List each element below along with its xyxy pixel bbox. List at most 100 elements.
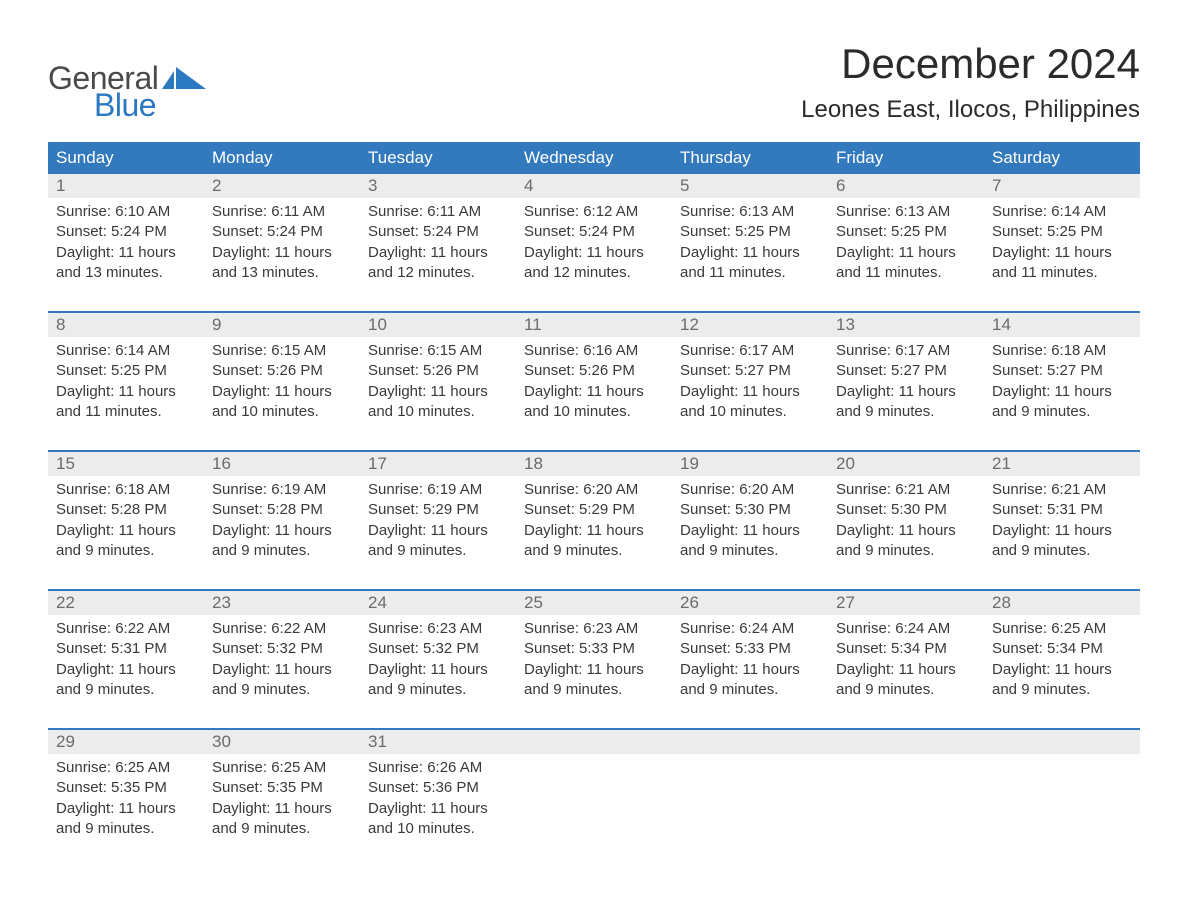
day-number: 13 (828, 313, 984, 337)
daylight-text-2: and 9 minutes. (992, 541, 1132, 561)
sunset-text: Sunset: 5:29 PM (368, 500, 508, 520)
sunset-text: Sunset: 5:34 PM (992, 639, 1132, 659)
day-number: 31 (360, 730, 516, 754)
day-number: 27 (828, 591, 984, 615)
day-cell: Sunrise: 6:21 AMSunset: 5:30 PMDaylight:… (828, 476, 984, 589)
day-cell: Sunrise: 6:13 AMSunset: 5:25 PMDaylight:… (672, 198, 828, 311)
day-cell: Sunrise: 6:24 AMSunset: 5:34 PMDaylight:… (828, 615, 984, 728)
day-number: 9 (204, 313, 360, 337)
sunset-text: Sunset: 5:25 PM (992, 222, 1132, 242)
daylight-text-1: Daylight: 11 hours (992, 382, 1132, 402)
weekday-label: Wednesday (516, 142, 672, 174)
daylight-text-2: and 9 minutes. (992, 680, 1132, 700)
sunrise-text: Sunrise: 6:14 AM (56, 341, 196, 361)
day-number: 24 (360, 591, 516, 615)
day-number: 18 (516, 452, 672, 476)
day-number (516, 730, 672, 754)
day-number (984, 730, 1140, 754)
day-number: 14 (984, 313, 1140, 337)
sunrise-text: Sunrise: 6:24 AM (836, 619, 976, 639)
day-number: 5 (672, 174, 828, 198)
daylight-text-1: Daylight: 11 hours (680, 660, 820, 680)
day-number: 23 (204, 591, 360, 615)
daylight-text-2: and 11 minutes. (680, 263, 820, 283)
sunset-text: Sunset: 5:27 PM (680, 361, 820, 381)
day-cell (516, 754, 672, 867)
day-cell: Sunrise: 6:23 AMSunset: 5:32 PMDaylight:… (360, 615, 516, 728)
sunrise-text: Sunrise: 6:11 AM (212, 202, 352, 222)
daylight-text-1: Daylight: 11 hours (836, 382, 976, 402)
weeks-container: 1234567Sunrise: 6:10 AMSunset: 5:24 PMDa… (48, 174, 1140, 867)
sunrise-text: Sunrise: 6:24 AM (680, 619, 820, 639)
daylight-text-1: Daylight: 11 hours (680, 243, 820, 263)
day-content-row: Sunrise: 6:25 AMSunset: 5:35 PMDaylight:… (48, 754, 1140, 867)
daylight-text-1: Daylight: 11 hours (368, 799, 508, 819)
day-number: 17 (360, 452, 516, 476)
daylight-text-2: and 9 minutes. (368, 680, 508, 700)
daylight-text-2: and 9 minutes. (368, 541, 508, 561)
day-cell (984, 754, 1140, 867)
day-number: 22 (48, 591, 204, 615)
sunrise-text: Sunrise: 6:17 AM (680, 341, 820, 361)
day-number: 12 (672, 313, 828, 337)
weekday-label: Saturday (984, 142, 1140, 174)
daylight-text-1: Daylight: 11 hours (212, 243, 352, 263)
sunrise-text: Sunrise: 6:20 AM (524, 480, 664, 500)
daylight-text-1: Daylight: 11 hours (524, 660, 664, 680)
day-number: 20 (828, 452, 984, 476)
day-cell: Sunrise: 6:19 AMSunset: 5:29 PMDaylight:… (360, 476, 516, 589)
sunset-text: Sunset: 5:25 PM (56, 361, 196, 381)
sunset-text: Sunset: 5:31 PM (56, 639, 196, 659)
sunset-text: Sunset: 5:33 PM (680, 639, 820, 659)
day-cell: Sunrise: 6:18 AMSunset: 5:27 PMDaylight:… (984, 337, 1140, 450)
sunset-text: Sunset: 5:24 PM (212, 222, 352, 242)
daylight-text-1: Daylight: 11 hours (56, 660, 196, 680)
sunrise-text: Sunrise: 6:13 AM (836, 202, 976, 222)
calendar-week: 293031Sunrise: 6:25 AMSunset: 5:35 PMDay… (48, 728, 1140, 867)
day-cell: Sunrise: 6:19 AMSunset: 5:28 PMDaylight:… (204, 476, 360, 589)
daylight-text-2: and 10 minutes. (680, 402, 820, 422)
day-cell: Sunrise: 6:18 AMSunset: 5:28 PMDaylight:… (48, 476, 204, 589)
day-cell: Sunrise: 6:24 AMSunset: 5:33 PMDaylight:… (672, 615, 828, 728)
day-number: 8 (48, 313, 204, 337)
day-cell: Sunrise: 6:17 AMSunset: 5:27 PMDaylight:… (828, 337, 984, 450)
daylight-text-2: and 9 minutes. (212, 541, 352, 561)
daylight-text-1: Daylight: 11 hours (992, 243, 1132, 263)
daylight-text-1: Daylight: 11 hours (524, 521, 664, 541)
day-cell: Sunrise: 6:22 AMSunset: 5:31 PMDaylight:… (48, 615, 204, 728)
day-number: 28 (984, 591, 1140, 615)
sunset-text: Sunset: 5:30 PM (680, 500, 820, 520)
daylight-text-1: Daylight: 11 hours (56, 521, 196, 541)
sunrise-text: Sunrise: 6:15 AM (368, 341, 508, 361)
calendar-grid: Sunday Monday Tuesday Wednesday Thursday… (48, 142, 1140, 867)
sunset-text: Sunset: 5:26 PM (368, 361, 508, 381)
sunrise-text: Sunrise: 6:18 AM (992, 341, 1132, 361)
sunrise-text: Sunrise: 6:25 AM (56, 758, 196, 778)
sunset-text: Sunset: 5:33 PM (524, 639, 664, 659)
sunrise-text: Sunrise: 6:21 AM (836, 480, 976, 500)
sunset-text: Sunset: 5:24 PM (56, 222, 196, 242)
sunset-text: Sunset: 5:24 PM (524, 222, 664, 242)
daylight-text-2: and 9 minutes. (56, 680, 196, 700)
day-number: 6 (828, 174, 984, 198)
day-number: 30 (204, 730, 360, 754)
sunrise-text: Sunrise: 6:15 AM (212, 341, 352, 361)
day-cell: Sunrise: 6:15 AMSunset: 5:26 PMDaylight:… (360, 337, 516, 450)
day-cell: Sunrise: 6:11 AMSunset: 5:24 PMDaylight:… (360, 198, 516, 311)
day-number: 7 (984, 174, 1140, 198)
sunrise-text: Sunrise: 6:10 AM (56, 202, 196, 222)
day-cell: Sunrise: 6:25 AMSunset: 5:34 PMDaylight:… (984, 615, 1140, 728)
daylight-text-2: and 11 minutes. (56, 402, 196, 422)
daylight-text-1: Daylight: 11 hours (212, 382, 352, 402)
daylight-text-2: and 9 minutes. (212, 680, 352, 700)
day-content-row: Sunrise: 6:14 AMSunset: 5:25 PM Daylight:… (48, 337, 1140, 450)
sunset-text: Sunset: 5:34 PM (836, 639, 976, 659)
day-cell: Sunrise: 6:10 AMSunset: 5:24 PMDaylight:… (48, 198, 204, 311)
weekday-label: Tuesday (360, 142, 516, 174)
day-content-row: Sunrise: 6:18 AMSunset: 5:28 PMDaylight:… (48, 476, 1140, 589)
month-title: December 2024 (801, 40, 1140, 88)
day-number-row: 22232425262728 (48, 591, 1140, 615)
sunset-text: Sunset: 5:36 PM (368, 778, 508, 798)
sunset-text: Sunset: 5:30 PM (836, 500, 976, 520)
sunrise-text: Sunrise: 6:25 AM (212, 758, 352, 778)
